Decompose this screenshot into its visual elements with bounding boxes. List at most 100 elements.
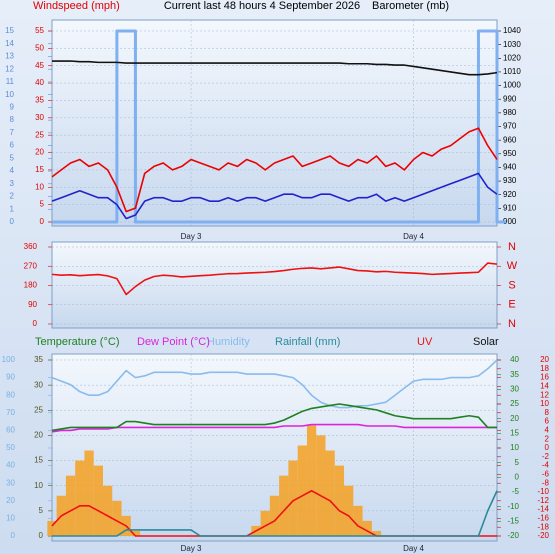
solar-bar	[288, 460, 298, 536]
solar-bar	[371, 530, 382, 536]
y4-tick-label: 4	[545, 426, 550, 435]
y2-tick-label: 20	[510, 414, 519, 423]
y2-tick-label: 5	[515, 458, 520, 467]
y2-tick-label: 1000	[503, 81, 521, 90]
legend-entry: Rainfall (mm)	[275, 336, 340, 348]
y2-tick-label: N	[508, 241, 516, 253]
series-line	[51, 262, 498, 296]
y4-tick-label: 20	[540, 355, 549, 364]
y4-tick-label: 12	[540, 390, 549, 399]
y2-tick-label: 25	[510, 399, 519, 408]
solar-bar	[306, 425, 317, 536]
solar-bar	[65, 475, 76, 536]
series-line	[51, 172, 498, 220]
y-tick-label: 15	[34, 456, 43, 465]
y2-tick-label: 980	[503, 108, 517, 117]
y3-tick-label: 13	[5, 52, 14, 61]
y2-tick-label: 900	[503, 217, 517, 226]
legend-entry: Humidity	[207, 336, 250, 348]
y2-tick-label: 920	[503, 190, 517, 199]
solar-bar	[112, 500, 122, 536]
y3-tick-label: 80	[6, 390, 15, 399]
y3-tick-label: 90	[6, 373, 15, 382]
y2-tick-label: 35	[510, 370, 519, 379]
y3-tick-label: 15	[5, 26, 14, 35]
solar-bar	[269, 495, 280, 536]
solar-bar	[130, 530, 141, 536]
y4-tick-label: -18	[537, 522, 549, 531]
y3-tick-label: 60	[6, 426, 15, 435]
solar-bar	[325, 450, 335, 536]
y3-tick-label: 100	[2, 355, 16, 364]
y3-tick-label: 20	[6, 496, 15, 505]
y2-tick-label: -5	[512, 487, 520, 496]
y4-tick-label: -6	[542, 470, 550, 479]
y-tick-label: 90	[28, 300, 37, 309]
y3-tick-label: 7	[10, 128, 15, 137]
solar-bar	[279, 475, 289, 536]
solar-bar	[93, 465, 103, 536]
y-tick-label: 20	[34, 431, 43, 440]
solar-bar	[75, 460, 85, 536]
legend-entry: Solar	[473, 336, 499, 348]
y4-tick-label: -2	[542, 452, 550, 461]
series-line	[52, 490, 498, 537]
y3-tick-label: 14	[5, 39, 14, 48]
plot-area	[51, 19, 498, 227]
y2-tick-label: 990	[503, 94, 517, 103]
y2-tick-label: 930	[503, 176, 517, 185]
y-tick-label: 180	[24, 281, 38, 290]
plot-area	[51, 241, 498, 329]
series-line	[52, 60, 498, 76]
y-tick-label: 35	[34, 355, 43, 364]
y-tick-label: 5	[40, 200, 45, 209]
x-tick-label: Day 4	[403, 544, 424, 553]
y-tick-label: 15	[35, 165, 44, 174]
y2-tick-label: -20	[507, 531, 519, 540]
y2-tick-label: S	[508, 279, 515, 291]
y-tick-label: 35	[35, 96, 44, 105]
y3-tick-label: 30	[6, 478, 15, 487]
x-tick-label: Day 3	[181, 544, 202, 553]
y3-tick-label: 9	[10, 103, 15, 112]
y2-tick-label: 910	[503, 203, 517, 212]
y4-tick-label: 2	[545, 434, 550, 443]
solar-bar	[334, 465, 345, 536]
y2-tick-label: 1020	[503, 53, 521, 62]
y3-tick-label: 11	[6, 77, 15, 86]
y-tick-label: 270	[24, 261, 38, 270]
y3-tick-label: 50	[6, 443, 15, 452]
y2-tick-label: 30	[510, 384, 519, 393]
y4-tick-label: -20	[537, 531, 549, 540]
y4-tick-label: -16	[537, 514, 549, 523]
y4-tick-label: 0	[545, 443, 550, 452]
y-tick-label: 25	[34, 405, 43, 414]
y3-tick-label: 12	[5, 64, 14, 73]
y3-tick-label: 10	[6, 514, 15, 523]
y2-tick-label: 40	[510, 355, 519, 364]
y2-tick-label: 0	[515, 472, 520, 481]
solar-bar	[316, 435, 326, 536]
solar-bar	[260, 510, 270, 536]
y2-tick-label: 950	[503, 149, 517, 158]
series-line	[51, 403, 497, 432]
y3-tick-label: 6	[10, 141, 15, 150]
y-tick-label: 10	[34, 481, 43, 490]
y-tick-label: 25	[35, 130, 44, 139]
y-tick-label: 30	[35, 113, 44, 122]
y4-tick-label: 16	[540, 373, 549, 382]
y3-tick-label: 10	[5, 90, 14, 99]
y2-tick-label: E	[508, 299, 515, 311]
x-tick-label: Day 3	[181, 232, 202, 241]
y3-tick-label: 2	[10, 192, 15, 201]
solar-bar	[344, 485, 354, 536]
y3-tick-label: 40	[6, 461, 15, 470]
y-tick-label: 0	[33, 319, 38, 328]
y-tick-label: 5	[39, 506, 44, 515]
solar-bar	[297, 445, 307, 536]
y4-tick-label: 10	[540, 399, 549, 408]
y4-tick-label: -14	[537, 505, 549, 514]
solar-bar	[84, 450, 94, 536]
y4-tick-label: -8	[542, 478, 550, 487]
